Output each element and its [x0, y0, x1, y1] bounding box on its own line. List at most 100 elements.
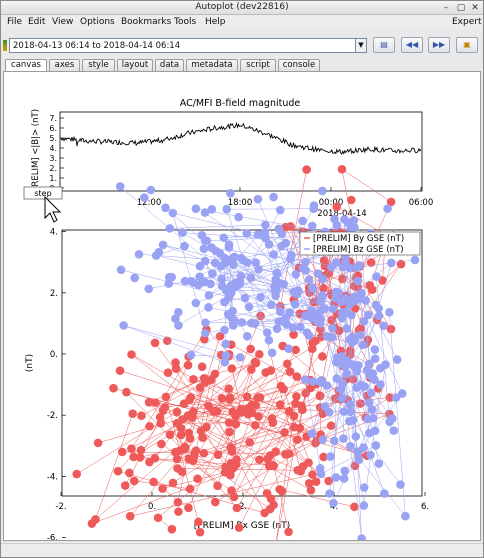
scatter-connector — [224, 257, 227, 356]
menu-tools[interactable]: Tools — [174, 17, 197, 27]
scatter-point — [253, 194, 263, 204]
scatter-connector — [184, 336, 221, 448]
scatter-point — [342, 324, 352, 333]
scatter-connector — [193, 379, 290, 412]
previous-interval-button[interactable]: ◀◀ — [401, 37, 423, 53]
scatter-point — [227, 364, 237, 373]
scatter-connector — [95, 372, 266, 520]
scatter-connector — [350, 240, 386, 351]
minimize-icon[interactable]: – — [443, 3, 449, 13]
scatter-connector — [208, 385, 282, 407]
scatter-point — [266, 366, 276, 375]
go-button[interactable]: ▤ — [373, 37, 395, 53]
scatter-point — [120, 481, 130, 490]
scatter-point — [306, 485, 316, 495]
scatter-point — [185, 395, 194, 405]
scatter-point — [184, 428, 194, 438]
scatter-point — [345, 346, 355, 355]
tab-canvas[interactable]: canvas — [5, 59, 47, 72]
scatter-connector — [208, 307, 279, 322]
scatter-point — [235, 276, 245, 286]
scatter-point — [374, 304, 383, 313]
menu-edit[interactable]: Edit — [28, 17, 46, 27]
scatter-point — [200, 236, 210, 245]
scatter-connector — [140, 419, 183, 451]
scatter-point — [284, 449, 294, 458]
scatter-connector — [195, 208, 325, 233]
bookmark-folder-button[interactable]: ▣ — [456, 37, 478, 53]
tab-script[interactable]: script — [240, 59, 276, 71]
scatter-y-axis: -6. -4. -2. 0. 2. 4. — [47, 228, 66, 544]
maximize-icon[interactable]: ▢ — [456, 3, 466, 13]
scatter-point — [226, 189, 235, 198]
scatter-connector — [141, 382, 206, 416]
scatter-point — [145, 421, 154, 431]
scatter-connector — [342, 266, 403, 394]
scatter-connector — [285, 242, 306, 317]
scatter-connector — [131, 354, 190, 401]
scatter-point — [115, 366, 125, 375]
scatter-point — [243, 409, 253, 419]
scatter-ytick-label: 0. — [50, 350, 58, 360]
scatter-connector — [259, 403, 296, 460]
menu-expert[interactable]: Expert — [452, 17, 482, 27]
menu-file[interactable]: File — [7, 17, 23, 27]
plot-canvas[interactable]: AC/MFI B-field magnitude 0.1.2.3.4.5.6.7… — [3, 71, 481, 551]
scatter-connector — [266, 398, 336, 494]
tab-style[interactable]: style — [82, 59, 115, 71]
scatter-connector — [177, 468, 298, 471]
scatter-point — [330, 214, 339, 224]
scatter-point — [366, 388, 376, 398]
scatter-point — [242, 331, 252, 341]
tab-console[interactable]: console — [278, 59, 320, 71]
plot-svg: AC/MFI B-field magnitude 0.1.2.3.4.5.6.7… — [23, 98, 433, 551]
menu-view[interactable]: View — [52, 17, 74, 27]
menu-bookmarks[interactable]: Bookmarks — [121, 17, 172, 27]
scatter-connector — [229, 399, 296, 404]
scatter-point — [318, 352, 327, 361]
scatter-point — [370, 354, 380, 364]
scatter-point — [339, 474, 349, 483]
scatter-point — [144, 284, 154, 294]
scatter-point — [318, 186, 327, 196]
tab-data[interactable]: data — [155, 59, 184, 71]
menu-options[interactable]: Options — [80, 17, 115, 27]
scatter-connector — [200, 430, 233, 470]
scatter-connector — [155, 402, 248, 415]
scatter-connector — [293, 395, 321, 417]
url-dropdown-button[interactable]: ▼ — [355, 38, 367, 53]
scatter-connector — [123, 325, 225, 363]
scatter-point — [364, 398, 374, 407]
scatter-connector — [232, 411, 237, 460]
scatter-ytick-label: 2. — [50, 289, 58, 299]
url-input[interactable] — [9, 38, 359, 53]
scatter-point — [354, 448, 363, 457]
scatter-connector — [247, 396, 309, 463]
menu-help[interactable]: Help — [205, 17, 226, 27]
scatter-connector — [203, 427, 295, 454]
by-series — [72, 164, 406, 551]
legend-box — [299, 231, 421, 256]
scatter-point — [279, 279, 288, 289]
next-interval-button[interactable]: ▶▶ — [428, 37, 450, 53]
scatter-connector — [169, 224, 266, 229]
scatter-point — [276, 381, 286, 391]
scatter-connector — [205, 321, 282, 324]
tab-axes[interactable]: axes — [49, 59, 80, 71]
scatter-point — [281, 238, 291, 248]
scatter-point — [331, 293, 340, 303]
scatter-connector — [190, 329, 225, 356]
close-icon[interactable]: ✕ — [471, 3, 479, 13]
scatter-point — [171, 364, 181, 373]
scatter-connector — [332, 267, 357, 329]
scatter-point — [246, 344, 255, 354]
scatter-connector — [192, 369, 252, 461]
tab-metadata[interactable]: metadata — [186, 59, 238, 71]
scatter-point — [217, 281, 227, 291]
scatter-point — [319, 256, 329, 265]
scatter-point — [72, 469, 82, 479]
scatter-connector — [153, 481, 189, 509]
scatter-connector — [343, 438, 406, 517]
scatter-point — [370, 345, 380, 354]
tab-layout[interactable]: layout — [117, 59, 153, 71]
